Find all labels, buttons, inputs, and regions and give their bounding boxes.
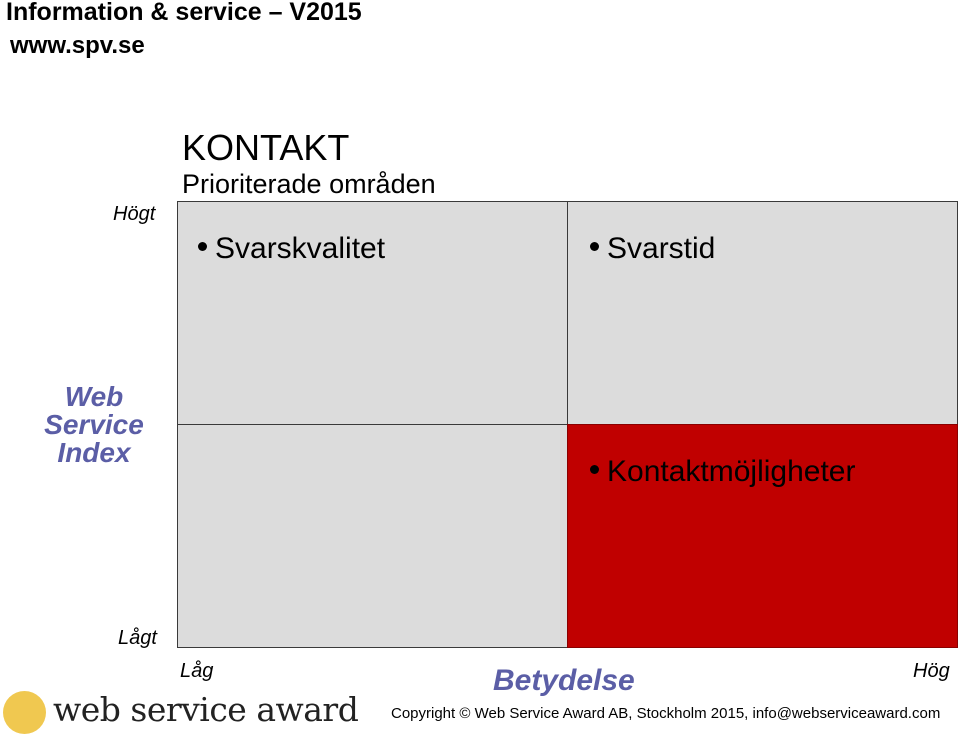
item-label: Svarstid bbox=[607, 232, 716, 265]
item-label: Svarskvalitet bbox=[215, 232, 386, 265]
logo-text: web service award bbox=[53, 690, 359, 729]
x-axis-title: Betydelse bbox=[493, 664, 635, 697]
bullet-icon bbox=[590, 464, 599, 474]
bullet-icon bbox=[590, 241, 599, 251]
website-url: www.spv.se bbox=[10, 32, 145, 59]
web-service-award-logo: web service award bbox=[3, 688, 359, 736]
diagram-title: KONTAKT bbox=[182, 127, 350, 168]
diagram-subtitle: Prioriterade områden bbox=[182, 169, 436, 199]
y-axis-title: Web Service Index bbox=[44, 381, 144, 468]
item-label: Kontaktmöjligheter bbox=[607, 455, 856, 488]
matrix-item-kontaktmojligheter: Kontaktmöjligheter bbox=[590, 455, 855, 489]
matrix-item-svarstid: Svarstid bbox=[590, 232, 715, 266]
priority-matrix: Svarskvalitet Svarstid Kontaktmöjlighete… bbox=[177, 201, 958, 648]
x-axis-high-label: Hög bbox=[913, 660, 950, 682]
x-axis-low-label: Låg bbox=[180, 660, 214, 682]
quadrant-top-right: Svarstid bbox=[567, 201, 958, 425]
logo-circle-icon bbox=[3, 691, 46, 734]
quadrant-top-left: Svarskvalitet bbox=[177, 201, 568, 425]
copyright-notice: Copyright © Web Service Award AB, Stockh… bbox=[391, 705, 941, 722]
y-axis-low-label: Lågt bbox=[118, 627, 157, 649]
quadrant-bottom-left bbox=[177, 424, 568, 648]
quadrant-bottom-right: Kontaktmöjligheter bbox=[567, 424, 958, 648]
matrix-item-svarskvalitet: Svarskvalitet bbox=[198, 232, 385, 266]
page-header-title: Information & service – V2015 bbox=[6, 0, 362, 26]
y-axis-high-label: Högt bbox=[113, 203, 156, 225]
bullet-icon bbox=[198, 241, 207, 251]
